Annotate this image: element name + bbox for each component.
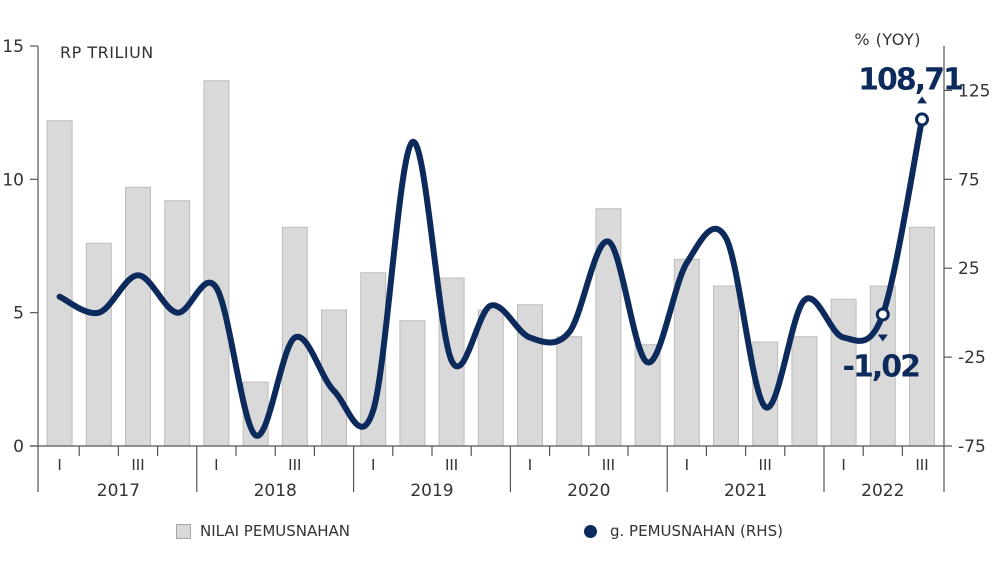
quarter-label: III	[602, 456, 615, 474]
bar	[556, 336, 583, 447]
left-tick-label: 10	[2, 170, 24, 190]
bar	[46, 120, 73, 447]
right-tick-label: 75	[958, 170, 980, 190]
bar	[399, 320, 426, 447]
left-axis-unit: RP TRILIUN	[60, 43, 154, 62]
legend-label-line: g. PEMUSNAHAN (RHS)	[610, 522, 783, 540]
year-label: 2018	[254, 481, 297, 501]
quarter-label: I	[841, 456, 845, 474]
legend-swatch-bars	[176, 523, 191, 539]
left-tick-label: 5	[13, 304, 24, 324]
annotation-label: -1,02	[843, 349, 920, 384]
bar	[791, 336, 818, 447]
right-tick-label: -25	[958, 348, 986, 368]
quarter-label: I	[214, 456, 218, 474]
year-label: 2022	[861, 481, 904, 501]
axes	[30, 45, 952, 492]
quarter-label: III	[759, 456, 772, 474]
bar-series	[46, 80, 935, 447]
legend-label-bars: NILAI PEMUSNAHAN	[200, 522, 351, 540]
quarter-label: I	[685, 456, 689, 474]
line-series	[56, 96, 929, 439]
quarter-label: III	[445, 456, 458, 474]
quarter-label: III	[288, 456, 301, 474]
legend-item-bars: NILAI PEMUSNAHAN	[176, 522, 350, 540]
legend-item-line: g. PEMUSNAHAN (RHS)	[584, 522, 783, 540]
bar	[909, 226, 935, 447]
bar	[203, 80, 230, 447]
annotation-label: 108,71	[858, 62, 962, 97]
bar	[830, 298, 857, 447]
annotation-marker	[875, 307, 890, 322]
year-label: 2020	[567, 481, 610, 501]
growth-line	[56, 116, 925, 439]
quarter-label: III	[131, 456, 144, 474]
annotation-arrow	[877, 334, 888, 342]
quarter-label: III	[915, 456, 928, 474]
left-tick-label: 0	[13, 437, 24, 457]
annotation-marker	[915, 112, 929, 127]
right-tick-label: 125	[958, 81, 990, 101]
right-tick-label: -75	[958, 437, 986, 457]
legend-swatch-line	[584, 524, 597, 538]
bar	[164, 200, 191, 447]
legend: NILAI PEMUSNAHAN g. PEMUSNAHAN (RHS)	[0, 520, 993, 550]
bar	[713, 285, 739, 447]
bar	[125, 186, 151, 447]
bar	[477, 309, 504, 447]
year-label: 2021	[724, 481, 767, 501]
quarter-label: I	[57, 456, 61, 474]
year-label: 2019	[410, 481, 453, 501]
quarter-label: I	[528, 456, 532, 474]
bar	[517, 304, 543, 447]
right-axis-unit: % (YOY)	[854, 30, 921, 49]
bar	[85, 242, 112, 447]
right-tick-label: 25	[958, 259, 980, 279]
annotation-arrow	[917, 96, 927, 104]
quarter-label: I	[371, 456, 375, 474]
year-label: 2017	[97, 481, 140, 501]
left-tick-label: 15	[2, 37, 24, 57]
